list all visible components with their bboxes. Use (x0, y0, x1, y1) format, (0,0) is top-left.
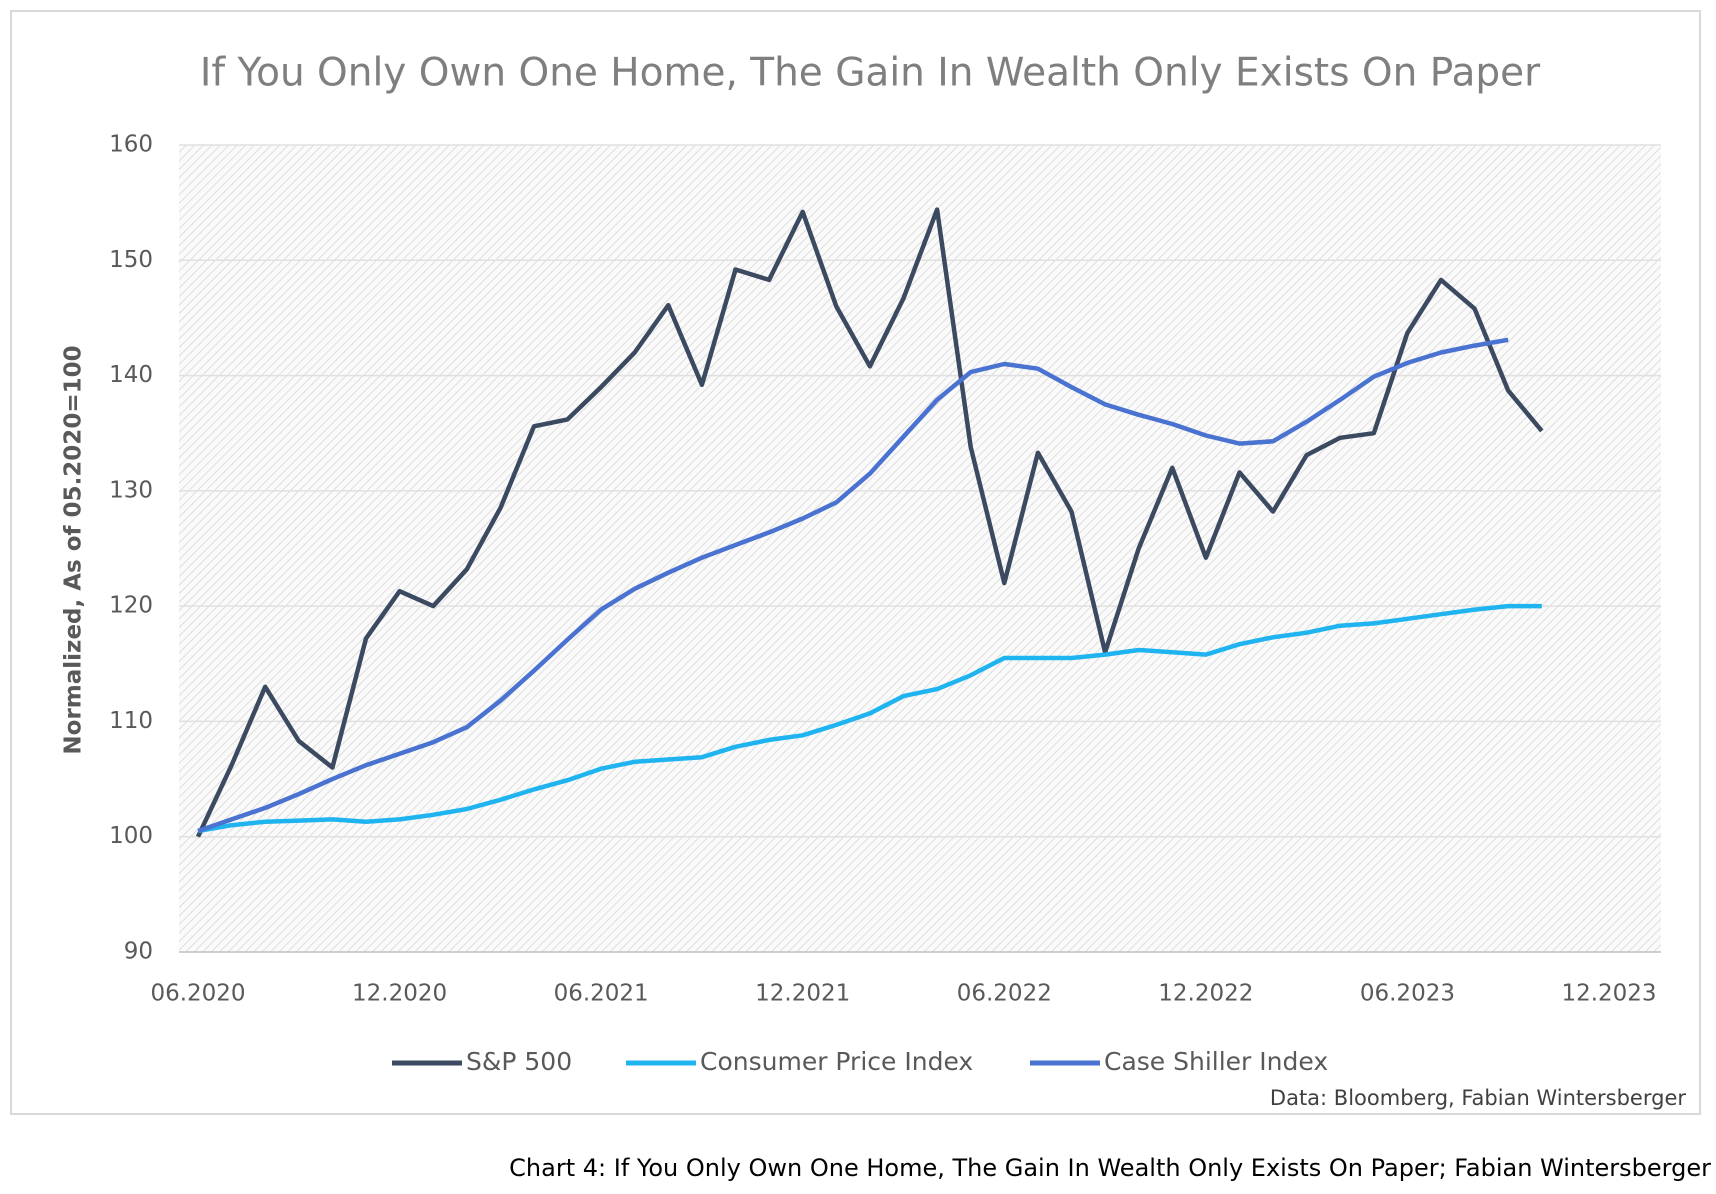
y-tick-label: 90 (124, 939, 153, 965)
series-line (197, 337, 1509, 834)
y-axis-label: Normalized, As of 05.2020=100 (61, 345, 87, 754)
source: Data: Bloomberg, Fabian Wintersberger (1270, 1086, 1686, 1110)
y-tick-label: 140 (109, 362, 153, 388)
y-tick-label: 160 (109, 132, 153, 158)
x-tick-label: 12.2023 (1561, 981, 1656, 1007)
y-tick-label: 150 (109, 247, 153, 273)
series-line (195, 207, 1544, 838)
x-tick-label: 06.2020 (150, 981, 245, 1007)
legend-label: Case Shiller Index (1104, 1047, 1328, 1076)
y-tick-label: 130 (109, 477, 153, 503)
legend-label: Consumer Price Index (700, 1047, 973, 1076)
plot-area (179, 145, 1661, 952)
x-tick-label: 06.2021 (554, 981, 649, 1007)
x-tick-label: 12.2021 (755, 981, 850, 1007)
y-tick-label: 120 (109, 593, 153, 619)
x-tick-label: 12.2020 (352, 981, 447, 1007)
x-tick-label: 06.2023 (1360, 981, 1455, 1007)
x-tick-label: 12.2022 (1158, 981, 1253, 1007)
y-tick-label: 100 (109, 823, 153, 849)
y-tick-label: 110 (109, 708, 153, 734)
caption: Chart 4: If You Only Own One Home, The G… (509, 1154, 1711, 1182)
legend-label: S&P 500 (466, 1047, 572, 1076)
series-line (197, 603, 1542, 834)
x-tick-label: 06.2022 (957, 981, 1052, 1007)
chart-title: If You Only Own One Home, The Gain In We… (200, 51, 1541, 96)
